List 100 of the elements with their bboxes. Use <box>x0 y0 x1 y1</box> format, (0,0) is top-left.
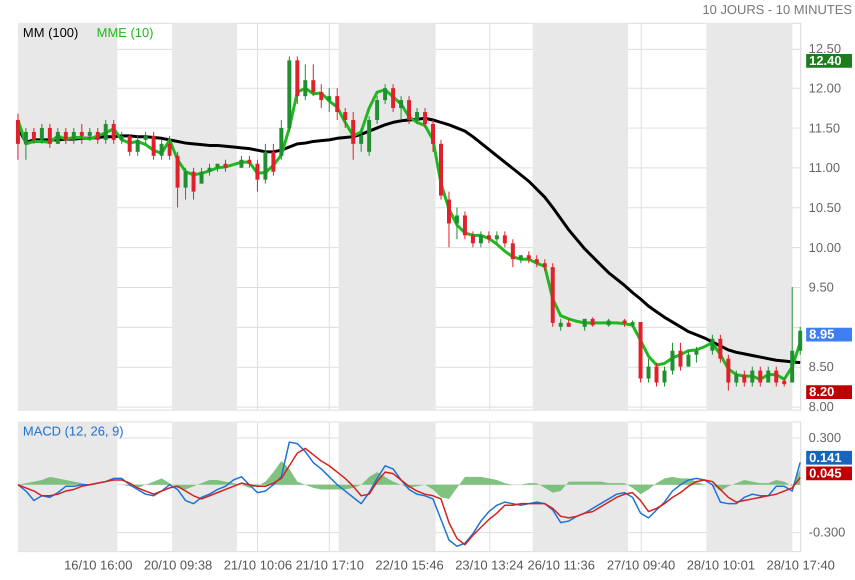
x-tick-label: 21/10 10:06 <box>224 558 292 573</box>
candlestick <box>646 358 651 384</box>
x-tick-label: 21/10 17:10 <box>296 558 364 573</box>
candlestick <box>303 64 308 101</box>
candlestick <box>415 108 420 124</box>
candlestick <box>686 350 690 368</box>
candlestick <box>32 127 36 144</box>
candlestick <box>343 108 348 128</box>
candlestick <box>494 230 499 244</box>
candlestick <box>383 84 388 105</box>
text: 8.20 <box>809 384 834 400</box>
candlestick <box>798 326 802 356</box>
x-tick-label: 27/10 09:40 <box>606 558 676 573</box>
candlestick <box>542 258 547 272</box>
candlestick <box>375 96 380 124</box>
y-tick-label: 10.00 <box>808 240 842 255</box>
candlestick <box>407 96 412 124</box>
candlestick <box>96 127 100 144</box>
candlestick <box>319 84 324 109</box>
text: 8.95 <box>809 326 834 342</box>
y-tick-label: 0.300 <box>808 430 842 445</box>
candlestick <box>590 316 595 328</box>
candlestick <box>223 159 228 172</box>
candlestick <box>662 366 666 387</box>
candlestick <box>678 342 682 372</box>
candlestick <box>446 191 451 248</box>
candlestick <box>144 131 148 144</box>
candlestick <box>718 334 722 364</box>
candlestick <box>335 88 340 120</box>
candlestick <box>486 230 491 244</box>
candlestick <box>670 342 674 376</box>
x-tick-label: 23/10 13:24 <box>455 558 524 573</box>
x-tick-label: 28/10 10:01 <box>686 558 756 573</box>
x-tick-label: 28/10 17:40 <box>766 558 835 573</box>
candlestick <box>255 159 260 192</box>
candlestick <box>152 131 156 160</box>
candlestick <box>391 84 396 113</box>
candlestick <box>758 366 762 387</box>
candlestick <box>311 64 316 97</box>
candlestick <box>56 127 60 144</box>
text: 0.141 <box>809 450 842 465</box>
candlestick <box>327 88 332 113</box>
candlestick <box>454 207 459 240</box>
candlestick <box>184 167 188 200</box>
candlestick <box>694 346 698 364</box>
candlestick <box>470 230 475 248</box>
candlestick <box>399 96 404 120</box>
y-tick-label: 10.50 <box>808 200 842 215</box>
candlestick <box>208 163 212 176</box>
y-tick-label: 9.50 <box>808 280 834 295</box>
candlestick <box>654 362 659 387</box>
text: 0.045 <box>809 465 842 480</box>
candlestick <box>359 127 364 152</box>
chart-title: 10 JOURS - 10 MINUTES <box>702 2 852 17</box>
candlestick <box>112 119 116 144</box>
candlestick <box>80 123 84 144</box>
candlestick <box>750 366 754 387</box>
candlestick <box>734 370 738 387</box>
text: MME (10) <box>96 24 154 40</box>
candlestick <box>462 210 467 240</box>
y-tick-label: 8.50 <box>808 359 834 374</box>
candlestick <box>726 354 730 391</box>
candlestick <box>478 230 483 248</box>
candlestick <box>48 123 52 148</box>
candlestick <box>128 134 132 156</box>
candlestick <box>502 230 507 248</box>
candlestick <box>24 127 28 160</box>
candlestick <box>200 167 204 184</box>
candlestick <box>558 318 563 332</box>
x-tick-label: 20/10 09:38 <box>144 558 212 573</box>
candlestick <box>64 127 68 144</box>
x-tick-label: 26/10 11:36 <box>528 558 595 573</box>
candlestick <box>766 366 770 384</box>
y-tick-label: 12.00 <box>808 80 842 96</box>
candlestick <box>431 119 436 152</box>
candlestick <box>351 112 356 160</box>
candlestick <box>192 167 196 200</box>
candlestick <box>271 143 276 176</box>
candlestick <box>526 250 531 264</box>
candlestick <box>16 113 20 160</box>
candlestick <box>120 131 124 144</box>
candlestick <box>534 254 539 268</box>
candlestick <box>136 135 140 156</box>
candlestick <box>88 127 92 140</box>
candlestick <box>168 135 172 160</box>
y-tick-label: 11.00 <box>808 160 840 176</box>
candlestick <box>423 108 428 128</box>
candlestick <box>710 334 714 356</box>
y-tick-label: 11.50 <box>808 120 840 136</box>
chart-title: MACD (12, 26, 9) <box>22 423 124 438</box>
candlestick <box>160 139 164 160</box>
y-tick-label: 8.00 <box>808 398 834 414</box>
candlestick <box>40 123 44 144</box>
y-tick-label: -0.300 <box>808 524 846 540</box>
candlestick <box>742 370 746 387</box>
x-tick-label: 16/10 16:00 <box>64 558 132 573</box>
text: MM (100) <box>22 24 78 40</box>
candlestick <box>72 127 76 144</box>
x-tick-label: 22/10 15:46 <box>375 558 444 573</box>
candlestick <box>510 238 515 268</box>
